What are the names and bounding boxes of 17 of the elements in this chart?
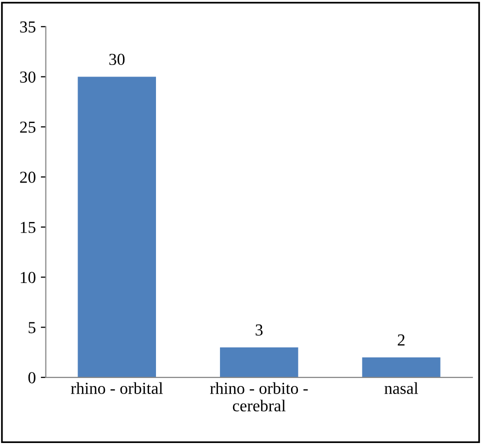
y-tick-label: 20 bbox=[20, 172, 36, 183]
bar bbox=[220, 347, 298, 378]
y-tick-label: 25 bbox=[20, 122, 36, 133]
y-tick-label: 5 bbox=[28, 322, 36, 334]
data-label: 2 bbox=[398, 334, 405, 346]
y-tick-label: 15 bbox=[20, 222, 36, 234]
data-label: 3 bbox=[256, 324, 263, 336]
y-tick-label: 10 bbox=[20, 272, 36, 284]
x-tick-label: nasal bbox=[384, 382, 418, 394]
y-tick-label: 30 bbox=[20, 71, 36, 83]
bar bbox=[78, 76, 156, 378]
x-tick-label: rhino - orbito - cerebral bbox=[210, 382, 308, 412]
x-tick-label: rhino - orbital bbox=[70, 382, 163, 394]
bar bbox=[362, 357, 440, 378]
y-tick-label: 35 bbox=[20, 21, 36, 33]
data-label: 30 bbox=[109, 54, 125, 66]
y-tick-label: 0 bbox=[28, 372, 36, 384]
